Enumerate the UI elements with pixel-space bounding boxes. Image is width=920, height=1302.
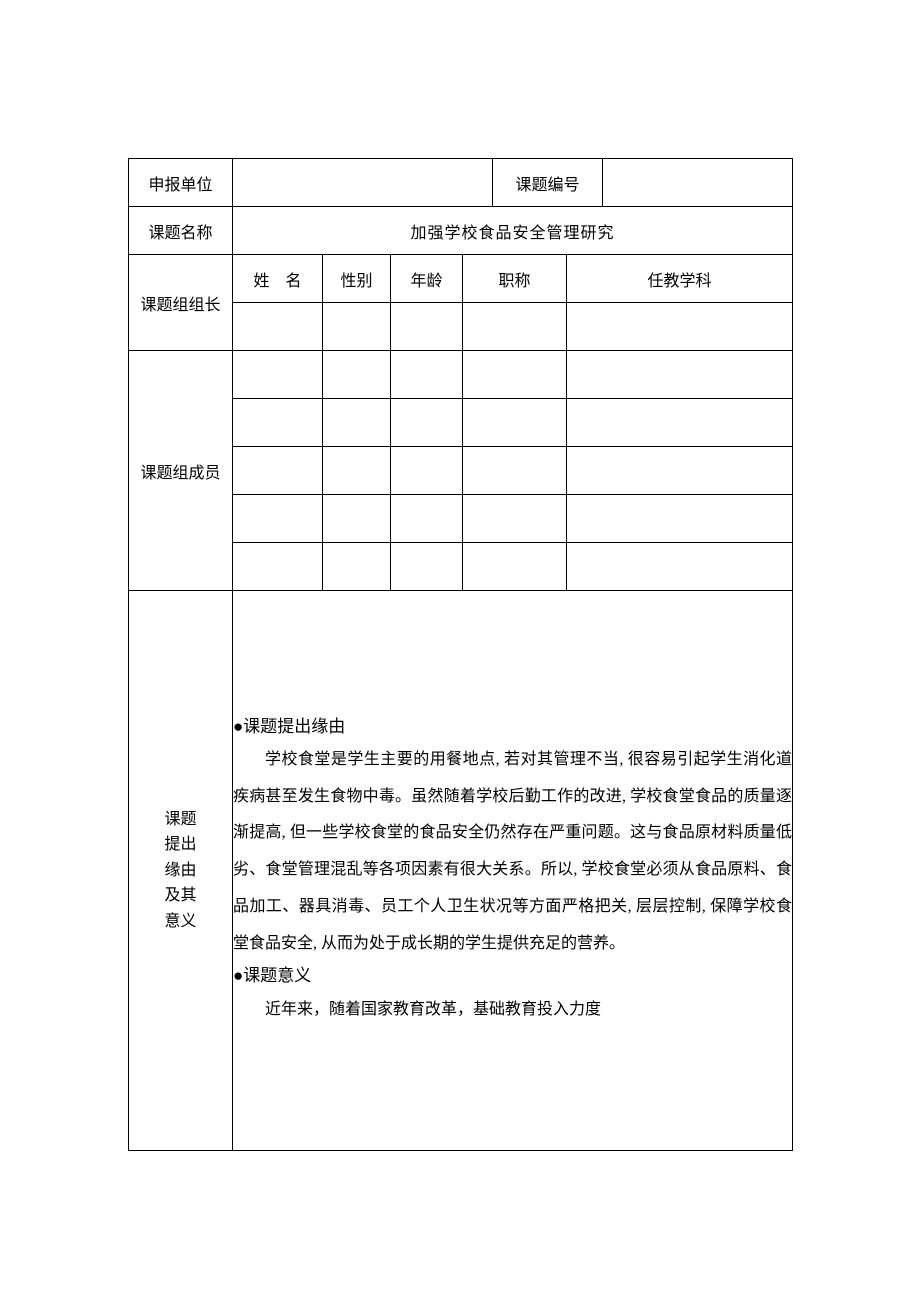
label-group-leader: 课题组组长 [129,255,233,351]
label-name: 姓 名 [233,255,323,303]
label-gender: 性别 [323,255,391,303]
member-1-name [233,399,323,447]
member-2-gender [323,447,391,495]
member-4-age [391,543,463,591]
section1-head: ●课题提出缘由 [233,713,792,740]
member-0-subject [567,351,793,399]
leader-age [391,303,463,351]
member-4-subject [567,543,793,591]
origin-meaning-l1: 课题 [164,807,196,833]
member-3-age [391,495,463,543]
member-3-title [463,495,567,543]
member-3-name [233,495,323,543]
label-applicant-unit: 申报单位 [129,159,233,207]
member-1-age [391,399,463,447]
label-origin-meaning: 课题 提出 缘由 及其 意义 [129,591,233,1151]
member-4-gender [323,543,391,591]
content-origin-meaning: ●课题提出缘由 学校食堂是学生主要的用餐地点, 若对其管理不当, 很容易引起学生… [233,591,793,1151]
member-0-gender [323,351,391,399]
member-2-age [391,447,463,495]
origin-meaning-l3: 缘由 [164,858,196,884]
label-subject: 任教学科 [567,255,793,303]
section2-body: 近年来，随着国家教育改革，基础教育投入力度 [233,992,792,1029]
member-4-name [233,543,323,591]
label-project-number: 课题编号 [493,159,603,207]
member-0-age [391,351,463,399]
member-1-title [463,399,567,447]
leader-gender [323,303,391,351]
label-age: 年龄 [391,255,463,303]
origin-meaning-l5: 意义 [164,909,196,935]
value-project-number [603,159,793,207]
member-0-title [463,351,567,399]
document-page: 申报单位 课题编号 课题名称 加强学校食品安全管理研究 课题组组长 姓 名 性别… [0,0,920,1302]
member-2-name [233,447,323,495]
label-title: 职称 [463,255,567,303]
leader-name [233,303,323,351]
origin-meaning-l4: 及其 [164,883,196,909]
value-project-name: 加强学校食品安全管理研究 [233,207,793,255]
member-2-title [463,447,567,495]
label-group-members: 课题组成员 [129,351,233,591]
member-1-subject [567,399,793,447]
member-2-subject [567,447,793,495]
origin-meaning-l2: 提出 [164,832,196,858]
member-0-name [233,351,323,399]
leader-subject [567,303,793,351]
section2-head: ●课题意义 [233,962,792,989]
section1-body: 学校食堂是学生主要的用餐地点, 若对其管理不当, 很容易引起学生消化道疾病甚至发… [233,742,792,963]
application-form-table: 申报单位 课题编号 课题名称 加强学校食品安全管理研究 课题组组长 姓 名 性别… [128,158,793,1151]
member-4-title [463,543,567,591]
label-project-name: 课题名称 [129,207,233,255]
value-applicant-unit [233,159,493,207]
member-3-subject [567,495,793,543]
member-3-gender [323,495,391,543]
leader-title [463,303,567,351]
member-1-gender [323,399,391,447]
